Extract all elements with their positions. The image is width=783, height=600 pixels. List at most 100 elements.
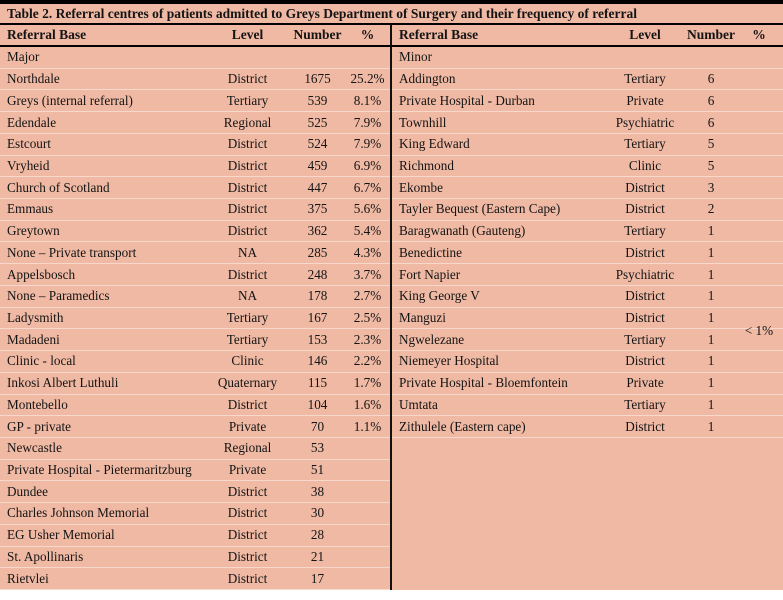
- column-header-number: Number: [293, 27, 342, 42]
- cell-num: 1: [707, 375, 715, 391]
- table-row: St. Apollinaris District 21: [0, 547, 390, 569]
- table-row: Ngwelezane Tertiary 1: [392, 329, 783, 352]
- table-body: Major Northdale District 1675 25.2% Greys (in…: [0, 47, 783, 590]
- table-row: Greytown District 362 5.4%: [0, 221, 390, 243]
- cell-num: 447: [307, 179, 328, 195]
- table-row: Dundee District 38: [0, 481, 390, 504]
- table-row: Edendale Regional 525 7.9%: [0, 112, 390, 134]
- cell-name: Rietvlei: [7, 570, 49, 586]
- cell-num: 1: [707, 418, 715, 434]
- cell-name: Niemeyer Hospital: [399, 353, 499, 369]
- cell-num: 167: [307, 309, 328, 325]
- cell-name: Greys (internal referral): [7, 92, 133, 108]
- cell-num: 2: [707, 201, 715, 217]
- cell-num: 53: [310, 440, 325, 456]
- cell-level: District: [227, 570, 268, 586]
- cell-pct: 6.9%: [353, 157, 382, 173]
- table-row: Church of Scotland District 447 6.7%: [0, 177, 390, 200]
- column-header-level: Level: [231, 27, 264, 42]
- header-group-minor: Referral Base Level Number %: [390, 25, 783, 45]
- table-row: Northdale District 1675 25.2%: [0, 69, 390, 91]
- cell-level: Private: [228, 462, 267, 478]
- cell-level: Private: [228, 418, 267, 434]
- cell-level: Tertiary: [226, 331, 269, 347]
- cell-level: Tertiary: [624, 136, 666, 152]
- column-header-referral-base: Referral Base: [399, 27, 479, 42]
- cell-num: 1: [707, 309, 715, 325]
- cell-name: Edendale: [7, 114, 57, 130]
- table-row: Townhill Psychiatric 6: [392, 112, 783, 134]
- table-row: Zithulele (Eastern cape) District 1: [392, 416, 783, 438]
- cell-level: Tertiary: [624, 223, 666, 239]
- cell-pct: 2.7%: [353, 288, 382, 304]
- cell-name: Richmond: [399, 157, 454, 173]
- cell-num: 104: [307, 396, 328, 412]
- cell-name: Ekombe: [399, 179, 443, 195]
- cell-level: District: [227, 548, 268, 564]
- cell-name: Inkosi Albert Luthuli: [7, 375, 119, 391]
- cell-num: 5: [707, 157, 715, 173]
- table-row: Appelsbosch District 248 3.7%: [0, 264, 390, 286]
- cell-level: District: [227, 179, 268, 195]
- table-row: GP - private Private 70 1.1%: [0, 416, 390, 438]
- cell-name: Montebello: [7, 396, 68, 412]
- table-row: Niemeyer Hospital District 1: [392, 351, 783, 373]
- cell-num: 1: [707, 396, 715, 412]
- cell-name: None – Paramedics: [7, 288, 110, 304]
- cell-name: King George V: [399, 288, 480, 304]
- merged-percent-label: < 1%: [744, 323, 774, 338]
- table-row: None – Private transport NA 285 4.3%: [0, 242, 390, 265]
- cell-level: Tertiary: [226, 309, 269, 325]
- cell-level: District: [625, 353, 665, 369]
- cell-name: Zithulele (Eastern cape): [399, 418, 526, 434]
- cell-level: Tertiary: [624, 396, 666, 412]
- cell-num: 38: [310, 483, 325, 499]
- cell-level: Private: [626, 375, 664, 391]
- cell-num: 1: [707, 331, 715, 347]
- cell-name: Benedictine: [399, 244, 462, 260]
- cell-name: Madadeni: [7, 331, 60, 347]
- cell-num: 115: [307, 375, 328, 391]
- cell-num: 153: [307, 331, 328, 347]
- cell-pct: 7.9%: [353, 136, 382, 152]
- table-row: None – Paramedics NA 178 2.7%: [0, 286, 390, 308]
- cell-num: 524: [307, 136, 328, 152]
- cell-num: 21: [310, 548, 325, 564]
- table-row: Greys (internal referral) Tertiary 539 8.1%: [0, 90, 390, 113]
- cell-level: Psychiatric: [615, 266, 675, 282]
- table-title: Table 2. Referral centres of patients ad…: [0, 4, 783, 25]
- cell-level: District: [227, 483, 268, 499]
- cell-name: Manguzi: [399, 309, 446, 325]
- cell-level: District: [625, 288, 665, 304]
- cell-name: Private Hospital - Pietermaritzburg: [7, 462, 192, 478]
- cell-name: Fort Napier: [399, 266, 461, 282]
- table-row: Vryheid District 459 6.9%: [0, 156, 390, 178]
- cell-level: District: [227, 136, 268, 152]
- cell-num: 178: [307, 288, 328, 304]
- major-panel: Major Northdale District 1675 25.2% Greys (in…: [0, 47, 390, 590]
- table-row: Inkosi Albert Luthuli Quaternary 115 1.7%: [0, 373, 390, 395]
- table-row: Clinic - local Clinic 146 2.2%: [0, 351, 390, 373]
- table-row: Charles Johnson Memorial District 30: [0, 503, 390, 525]
- cell-pct: 1.1%: [353, 418, 382, 434]
- cell-num: 1675: [304, 71, 331, 87]
- table-row: Private Hospital - Bloemfontein Private 1: [392, 373, 783, 395]
- cell-pct: 5.6%: [353, 201, 382, 217]
- cell-level: NA: [237, 288, 258, 304]
- table-row: EG Usher Memorial District 28: [0, 525, 390, 547]
- cell-num: 51: [310, 462, 325, 478]
- table-row: Richmond Clinic 5: [392, 156, 783, 178]
- table-row: Private Hospital - Pietermaritzburg Priva…: [0, 460, 390, 482]
- cell-name: Minor: [399, 49, 432, 65]
- cell-name: EG Usher Memorial: [7, 527, 115, 543]
- cell-num: 6: [707, 71, 715, 87]
- table-row: Umtata Tertiary 1: [392, 395, 783, 417]
- cell-level: District: [625, 418, 665, 434]
- cell-name: Umtata: [399, 396, 438, 412]
- cell-name: Emmaus: [7, 201, 54, 217]
- table-row: Estcourt District 524 7.9%: [0, 134, 390, 156]
- header-group-major: Referral Base Level Number %: [0, 25, 390, 45]
- cell-pct: 7.9%: [353, 114, 382, 130]
- cell-level: Regional: [223, 114, 272, 130]
